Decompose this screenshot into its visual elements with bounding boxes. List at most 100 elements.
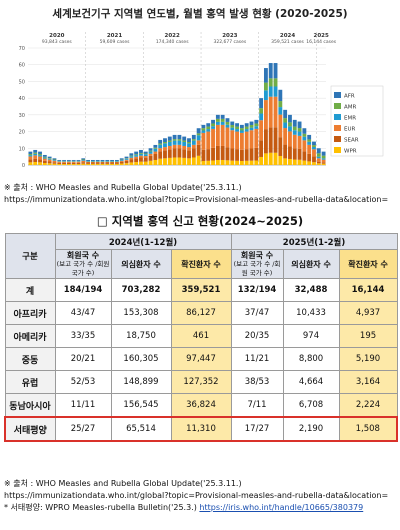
bar-segment <box>307 153 312 162</box>
y-tick-label: 70 <box>19 46 25 52</box>
bar-segment <box>201 160 206 165</box>
cell-m24: 52/53 <box>54 370 112 394</box>
bar-segment <box>38 151 42 155</box>
bar-segment <box>230 148 235 161</box>
bar-segment <box>230 127 235 131</box>
header-member-2024: 회원국 수 (보고 국가 수 /회원 국가 수) <box>54 249 112 279</box>
bar-segment <box>62 161 66 163</box>
bar-segment <box>124 158 129 160</box>
bar-segment <box>153 144 158 148</box>
header-2024: 2024년(1-12월) <box>54 233 232 250</box>
bar-segment <box>172 157 177 165</box>
source-note-bottom: ※ 출처 : WHO Measles and Rubella Global Up… <box>4 478 396 514</box>
cell-c25: 195 <box>338 324 398 348</box>
bar-segment <box>239 124 244 129</box>
bar-segment <box>90 162 95 164</box>
bar-segment <box>57 162 62 164</box>
bar-segment <box>134 156 139 159</box>
bar-segment <box>42 162 47 165</box>
bar-segment <box>143 153 148 155</box>
bar-segment <box>114 161 119 162</box>
bar-segment <box>259 140 264 157</box>
year-cases: 16,144 cases <box>306 39 337 45</box>
bar-segment <box>211 119 215 124</box>
bar-segment <box>215 118 220 122</box>
bar-segment <box>312 145 316 147</box>
cell-s24: 148,899 <box>110 370 172 394</box>
bar-segment <box>134 154 139 156</box>
bar-segment <box>263 68 268 83</box>
bar-segment <box>191 157 196 165</box>
bar-segment <box>297 121 302 129</box>
bar-segment <box>302 133 307 137</box>
bar-segment <box>268 63 273 79</box>
bar-segment <box>278 89 283 102</box>
bar-segment <box>263 82 268 91</box>
cell-m25: 11/21 <box>230 347 284 371</box>
bar-segment <box>239 160 244 165</box>
bar-segment <box>312 156 316 163</box>
cell-s25: 10,433 <box>282 301 340 325</box>
bar-segment <box>134 162 139 165</box>
legend-swatch <box>334 125 341 131</box>
chart-title: 세계보건기구 지역별 연도별, 월별 홍역 발생 현황 (2020-2025) <box>52 8 348 20</box>
bar-segment <box>235 149 240 161</box>
cell-c25: 4,937 <box>338 301 398 325</box>
bar-segment <box>235 123 240 127</box>
header-confirmed-2025: 확진환자 수 <box>338 249 398 279</box>
bar-segment <box>225 124 230 128</box>
bar-segment <box>172 139 177 141</box>
bar-segment <box>239 149 244 161</box>
bar-segment <box>38 162 42 165</box>
bar-segment <box>239 130 244 133</box>
bar-segment <box>201 132 206 150</box>
bar-segment <box>42 156 47 158</box>
bar-segment <box>28 162 33 165</box>
bar-segment <box>139 157 143 162</box>
bar-segment <box>52 160 57 163</box>
bar-segment <box>148 151 153 154</box>
bar-segment <box>321 158 326 160</box>
bar-segment <box>220 145 225 160</box>
bar-segment <box>158 151 163 159</box>
legend-label: SEAR <box>344 138 359 144</box>
bar-segment <box>201 130 206 133</box>
bar-segment <box>177 139 182 141</box>
bar-segment <box>95 162 100 164</box>
wpro-link[interactable]: https://iris.who.int/handle/10665/380379 <box>199 503 364 512</box>
bar-segment <box>114 163 119 165</box>
bar-segment <box>71 159 76 161</box>
cell-c24: 97,447 <box>170 347 232 371</box>
bar-segment <box>90 163 95 165</box>
bar-segment <box>163 150 167 159</box>
bar-segment <box>187 142 191 144</box>
bar-segment <box>38 156 42 160</box>
bar-segment <box>191 144 196 149</box>
chart-container: 0 10 20 30 40 50 60 70 2020 93,843 cases 2021 59,60… <box>4 2 394 180</box>
bar-segment <box>38 159 42 163</box>
bar-segment <box>158 148 163 152</box>
bar-segment <box>167 157 172 165</box>
year-label: 2020 <box>49 33 64 39</box>
bar-segment <box>143 151 148 154</box>
bar-segment <box>187 158 191 165</box>
bar-segment <box>278 101 283 108</box>
cell-c25: 1,508 <box>338 416 399 442</box>
bar-segment <box>119 163 124 165</box>
bar-segment <box>95 161 100 163</box>
legend-label: EUR <box>344 127 356 133</box>
bar-segment <box>283 118 288 123</box>
bar-segment <box>86 161 91 163</box>
header-suspected-2024: 의심환자 수 <box>110 249 172 279</box>
bar-segment <box>268 152 273 165</box>
bar-segment <box>86 161 91 162</box>
bar-segment <box>42 157 47 159</box>
bar-segment <box>316 158 321 162</box>
bar-segment <box>278 155 283 165</box>
bar-segment <box>302 128 307 134</box>
bar-segment <box>196 128 201 134</box>
header-2025: 2025년(1-2월) <box>230 233 398 250</box>
bar-segment <box>158 158 163 165</box>
bar-segment <box>211 123 215 127</box>
bar-segment <box>167 136 172 141</box>
